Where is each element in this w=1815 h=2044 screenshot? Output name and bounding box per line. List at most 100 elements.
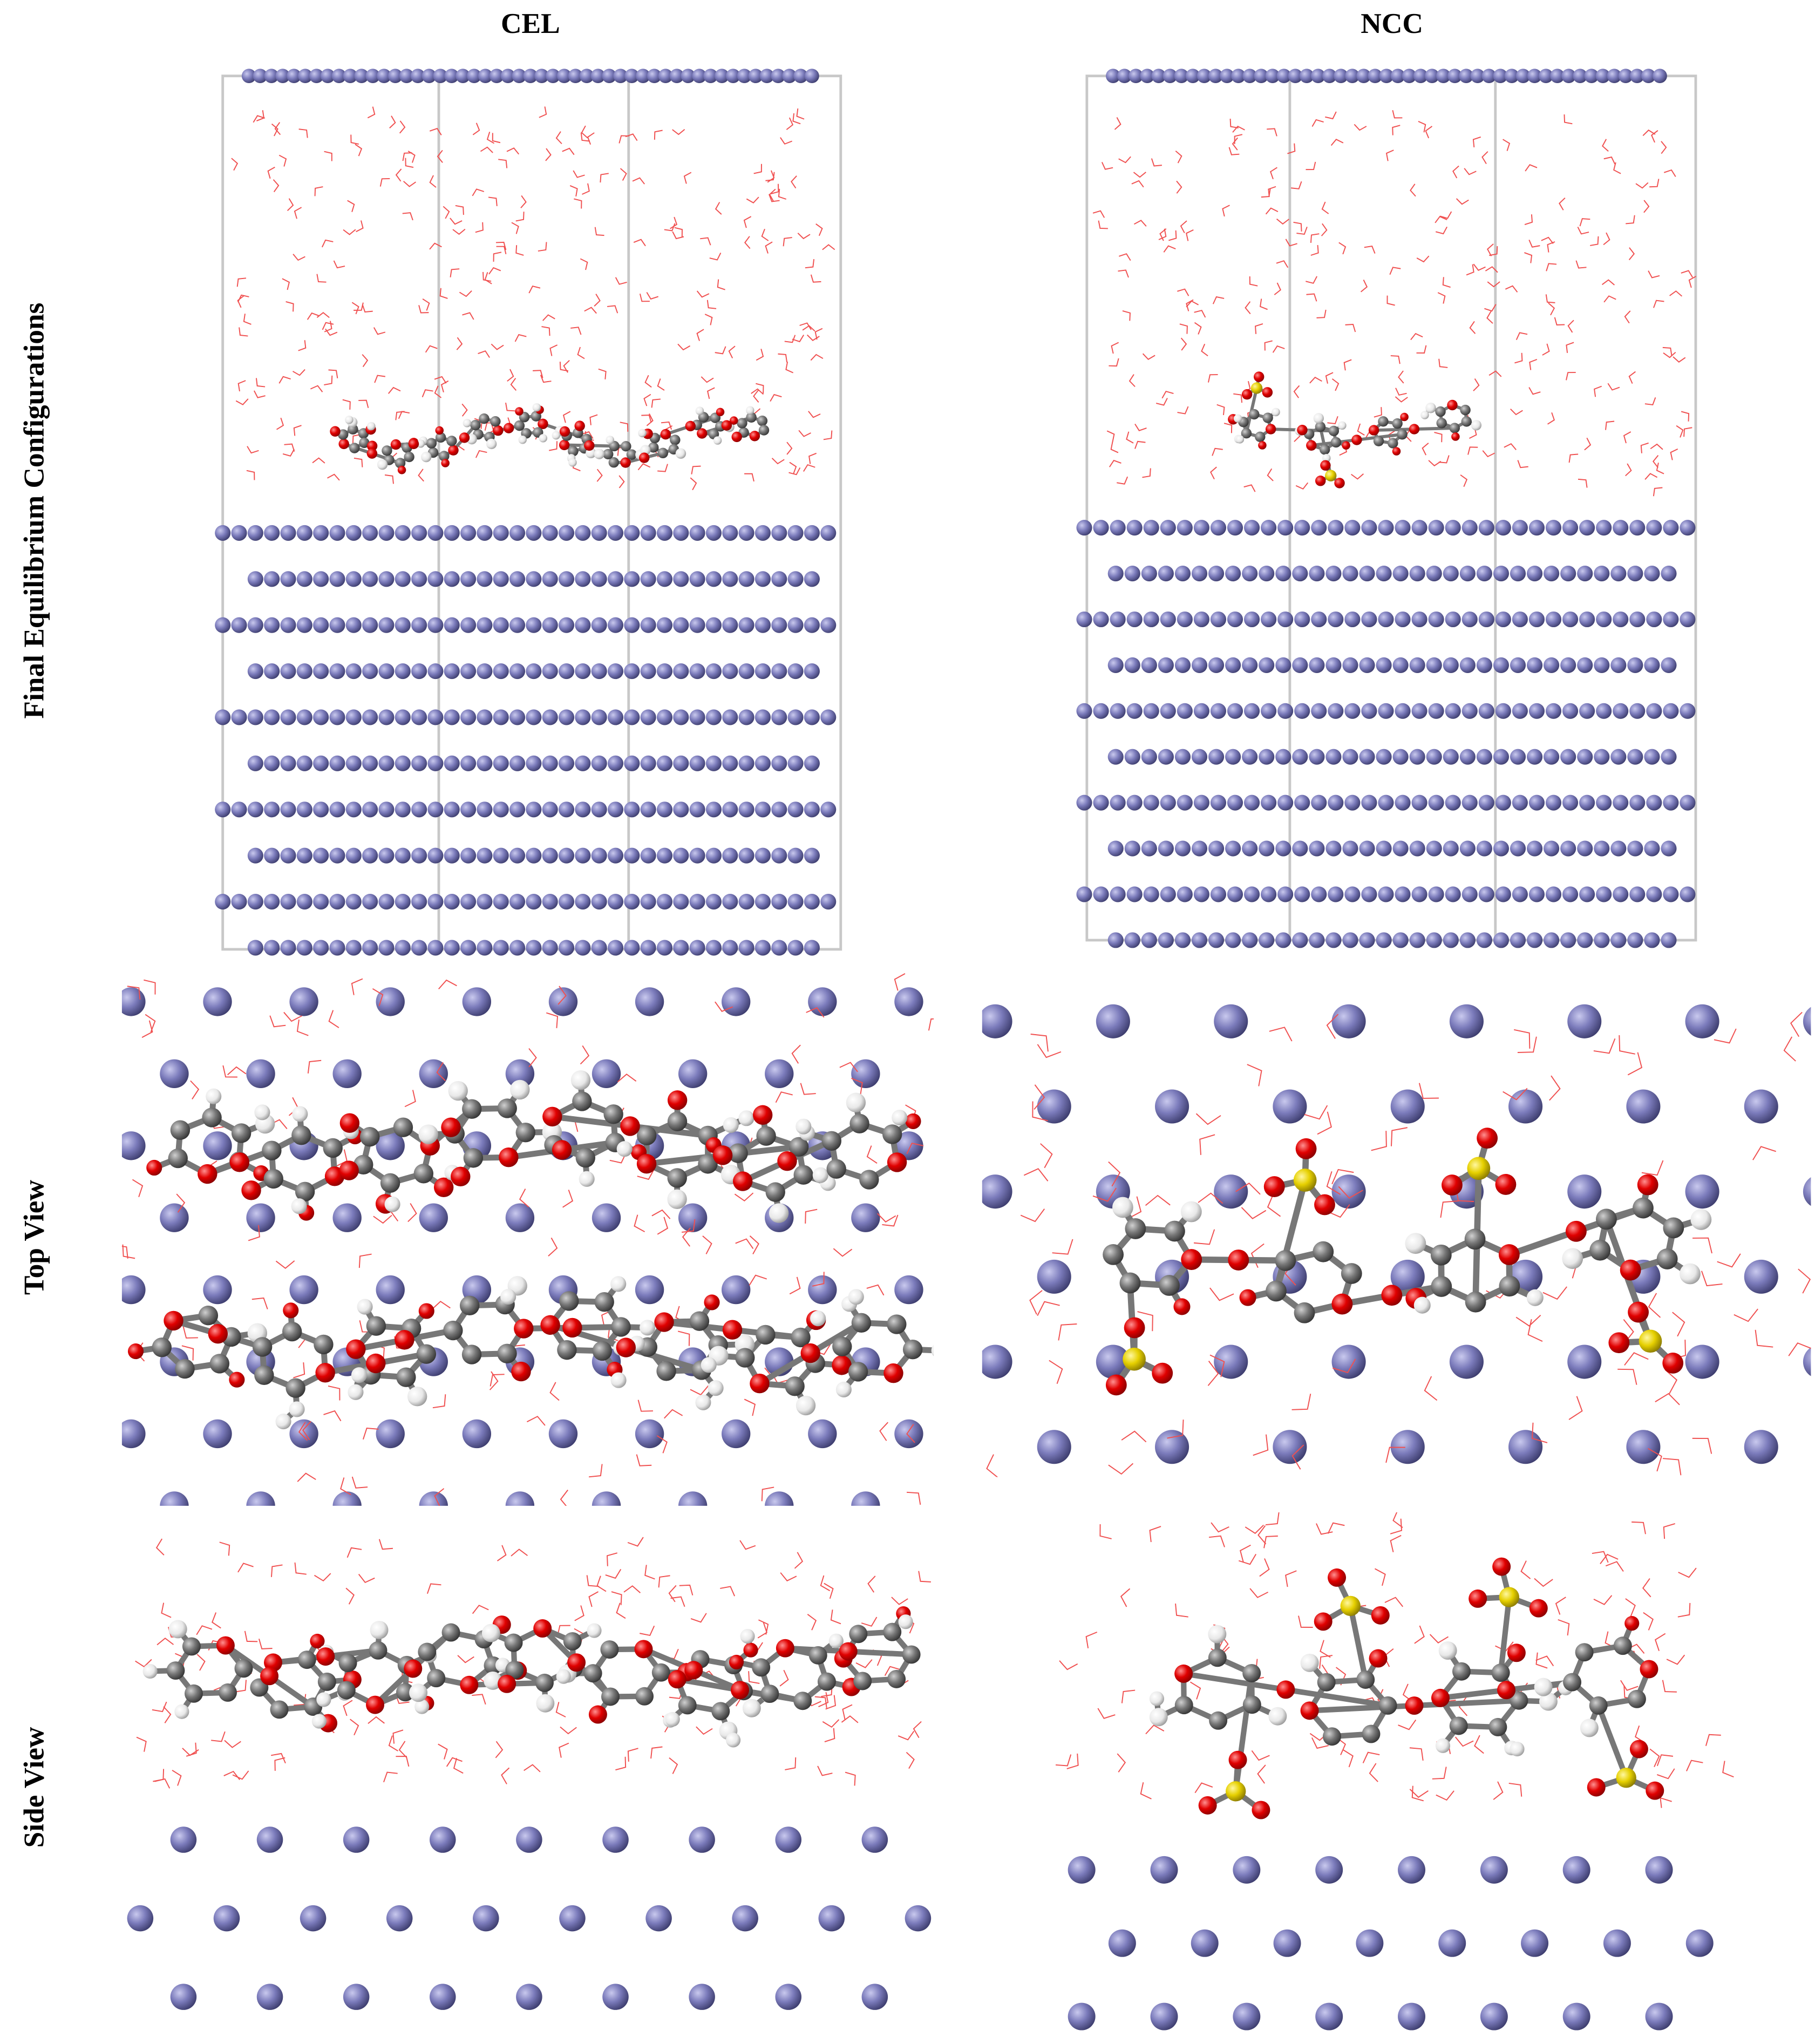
- atom: [1317, 1673, 1336, 1692]
- atom: [404, 451, 414, 463]
- atom: [1469, 1589, 1487, 1608]
- atom: [667, 1090, 688, 1110]
- atom: [1545, 703, 1562, 719]
- atom: [1315, 2002, 1343, 2031]
- water: [388, 1735, 398, 1751]
- atom: [640, 617, 656, 633]
- atom: [820, 617, 837, 633]
- water: [701, 376, 714, 383]
- atom: [370, 1620, 389, 1639]
- atom: [667, 1168, 687, 1188]
- atom: [640, 571, 656, 587]
- atom: [1277, 703, 1294, 719]
- atom: [1661, 749, 1677, 765]
- atom: [754, 617, 771, 633]
- atom: [1262, 387, 1273, 398]
- water: [181, 1345, 194, 1361]
- water: [492, 133, 501, 144]
- atom: [1459, 932, 1476, 948]
- atom: [1314, 1612, 1333, 1631]
- atom: [606, 436, 614, 444]
- atom: [241, 1180, 261, 1200]
- atom: [505, 1203, 535, 1232]
- water: [1285, 239, 1297, 247]
- atom: [1331, 1293, 1353, 1315]
- atom: [542, 709, 558, 725]
- atom: [887, 1314, 907, 1334]
- water: [1023, 1168, 1049, 1181]
- water: [1108, 1161, 1121, 1187]
- water: [746, 196, 759, 203]
- water: [1151, 158, 1163, 167]
- atom: [264, 617, 280, 633]
- atom: [777, 1151, 797, 1171]
- atom: [804, 617, 820, 633]
- atom: [264, 571, 280, 587]
- atom: [1663, 520, 1679, 536]
- atom: [1193, 794, 1209, 811]
- water: [1535, 1655, 1554, 1667]
- atom: [849, 1113, 869, 1133]
- atom: [1438, 1929, 1466, 1957]
- water: [1134, 423, 1147, 431]
- atom: [1510, 749, 1526, 765]
- water: [1354, 124, 1367, 131]
- water: [587, 132, 595, 145]
- water: [429, 127, 442, 135]
- atom: [1425, 69, 1439, 84]
- atom: [1208, 566, 1225, 582]
- water: [1223, 423, 1233, 433]
- atom: [535, 1673, 554, 1692]
- atom: [418, 1642, 437, 1661]
- atom: [1174, 932, 1191, 948]
- atom: [607, 847, 624, 864]
- water: [644, 375, 652, 388]
- atom: [689, 940, 705, 956]
- atom: [552, 1140, 572, 1160]
- water: [690, 477, 697, 491]
- atom: [846, 1092, 866, 1112]
- atom: [775, 1984, 801, 2010]
- water: [1458, 1697, 1468, 1716]
- atom: [624, 69, 639, 84]
- atom: [1369, 1649, 1388, 1668]
- atom: [291, 1198, 307, 1214]
- atom: [1306, 440, 1317, 451]
- atom: [1449, 1716, 1468, 1735]
- atom: [410, 69, 425, 84]
- atom: [1579, 611, 1595, 628]
- atom: [1265, 69, 1280, 84]
- atom: [1579, 794, 1595, 811]
- water: [1029, 1290, 1043, 1315]
- atom: [575, 847, 591, 864]
- water: [1155, 398, 1168, 406]
- water: [434, 385, 442, 398]
- atom: [280, 709, 296, 725]
- water: [219, 1542, 230, 1556]
- atom: [345, 940, 362, 956]
- water: [562, 411, 571, 423]
- water: [176, 1193, 186, 1213]
- water: [691, 465, 701, 474]
- water: [803, 464, 815, 472]
- atom: [1158, 932, 1174, 948]
- water: [1653, 487, 1663, 497]
- atom: [313, 617, 329, 633]
- water: [1186, 229, 1194, 241]
- water: [298, 1422, 308, 1441]
- atom: [1577, 749, 1593, 765]
- atom: [1461, 416, 1472, 427]
- water: [1293, 385, 1300, 398]
- water: [1259, 1558, 1270, 1577]
- atom: [1076, 886, 1092, 902]
- atom: [1126, 794, 1143, 811]
- bond: [1508, 1228, 1578, 1258]
- water: [758, 1619, 769, 1635]
- water: [255, 378, 266, 388]
- water: [322, 322, 334, 330]
- atom: [1225, 566, 1241, 582]
- atom: [894, 987, 923, 1016]
- atom: [1356, 69, 1371, 84]
- water: [806, 1007, 825, 1018]
- atom: [1277, 520, 1294, 536]
